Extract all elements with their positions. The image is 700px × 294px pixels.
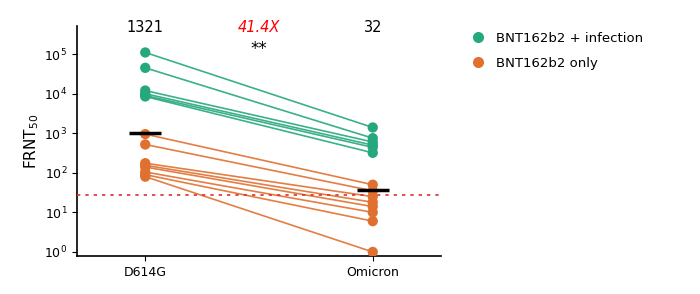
- Point: [139, 93, 151, 98]
- Point: [367, 204, 378, 209]
- Point: [139, 94, 151, 99]
- Point: [367, 145, 378, 150]
- Text: 41.4X: 41.4X: [238, 20, 280, 35]
- Point: [367, 188, 378, 193]
- Point: [139, 132, 151, 136]
- Point: [139, 161, 151, 166]
- Point: [367, 125, 378, 130]
- Point: [139, 172, 151, 177]
- Point: [139, 88, 151, 93]
- Point: [139, 50, 151, 55]
- Point: [367, 210, 378, 215]
- Point: [367, 194, 378, 199]
- Point: [367, 136, 378, 141]
- Legend: BNT162b2 + infection, BNT162b2 only: BNT162b2 + infection, BNT162b2 only: [459, 26, 648, 75]
- Text: **: **: [251, 40, 267, 58]
- Point: [139, 142, 151, 147]
- Point: [367, 143, 378, 148]
- Point: [139, 66, 151, 70]
- Point: [367, 200, 378, 205]
- Point: [139, 163, 151, 168]
- Point: [367, 151, 378, 155]
- Point: [139, 170, 151, 174]
- Text: 32: 32: [363, 20, 382, 35]
- Y-axis label: FRNT$_{50}$: FRNT$_{50}$: [23, 113, 41, 169]
- Point: [139, 91, 151, 96]
- Point: [367, 250, 378, 254]
- Point: [367, 140, 378, 144]
- Point: [139, 165, 151, 169]
- Text: 1321: 1321: [127, 20, 164, 35]
- Point: [139, 174, 151, 179]
- Point: [367, 219, 378, 223]
- Point: [367, 182, 378, 187]
